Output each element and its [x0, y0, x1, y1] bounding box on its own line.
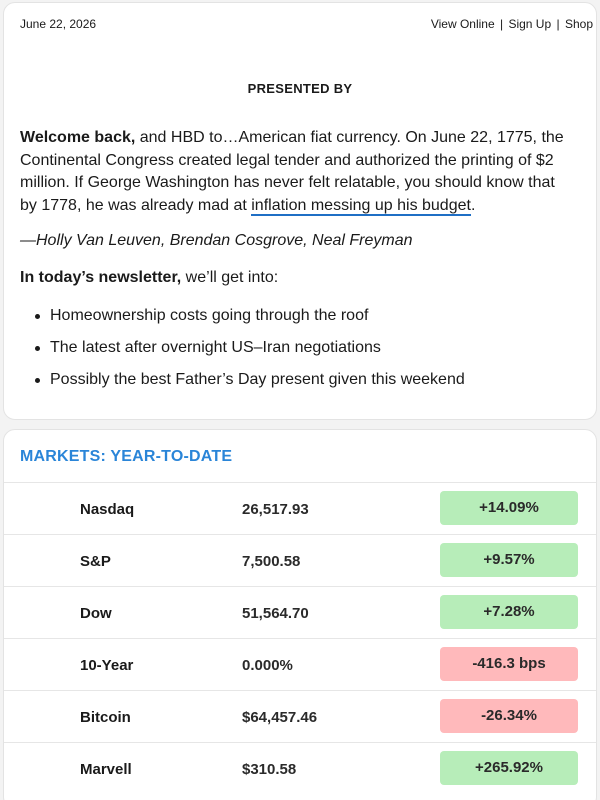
intro-text: and HBD to…American fiat currency. On Ju…	[20, 129, 564, 214]
market-value: 51,564.70	[242, 605, 309, 622]
issue-date: June 22, 2026	[20, 17, 97, 31]
intro-paragraph: Welcome back, and HBD to…American fiat c…	[20, 127, 576, 217]
header-separator: |	[499, 17, 504, 31]
header-links: View Online | Sign Up | Shop	[431, 17, 593, 31]
topics-list: Homeownership costs going through the ro…	[20, 307, 465, 403]
todays-newsletter-heading: In today’s newsletter, we’ll get into:	[20, 269, 278, 287]
sign-up-link[interactable]: Sign Up	[508, 17, 552, 31]
market-change-badge: +265.92%	[440, 751, 578, 785]
market-value: 0.000%	[242, 657, 293, 674]
header-separator: |	[556, 17, 560, 31]
market-name: Bitcoin	[80, 709, 131, 726]
market-change-badge: +9.57%	[440, 543, 578, 577]
list-item: Homeownership costs going through the ro…	[20, 307, 465, 339]
market-row-nasdaq: Nasdaq 26,517.93 +14.09%	[4, 482, 596, 534]
market-row-sp: S&P 7,500.58 +9.57%	[4, 534, 596, 586]
inflation-article-link[interactable]: inflation messing up his budget	[251, 196, 471, 216]
top-bar: June 22, 2026 View Online | Sign Up | Sh…	[20, 17, 593, 31]
market-name: Nasdaq	[80, 501, 135, 518]
market-row-dow: Dow 51,564.70 +7.28%	[4, 586, 596, 638]
market-value: $64,457.46	[242, 709, 318, 726]
todays-rest: we’ll get into:	[181, 269, 279, 286]
market-name: S&P	[80, 553, 111, 570]
market-value: 7,500.58	[242, 553, 301, 570]
markets-card: MARKETS: YEAR-TO-DATE Nasdaq 26,517.93 +…	[3, 429, 597, 800]
market-name: Marvell	[80, 761, 132, 778]
market-row-bitcoin: Bitcoin $64,457.46 -26.34%	[4, 690, 596, 742]
view-online-link[interactable]: View Online	[430, 17, 495, 31]
market-value: 26,517.93	[242, 501, 309, 518]
market-change-badge: -26.34%	[440, 699, 578, 733]
list-item: The latest after overnight US–Iran negot…	[20, 339, 465, 371]
markets-title: MARKETS: YEAR-TO-DATE	[20, 448, 233, 465]
shop-link[interactable]: Shop	[564, 17, 593, 31]
intro-bold-lead: Welcome back,	[20, 129, 136, 146]
market-change-badge: +7.28%	[440, 595, 578, 629]
intro-text-end: .	[470, 196, 476, 214]
market-row-10-year: 10-Year 0.000% -416.3 bps	[4, 638, 596, 690]
list-item: Possibly the best Father’s Day present g…	[20, 371, 465, 403]
author-byline: —Holly Van Leuven, Brendan Cosgrove, Nea…	[20, 232, 413, 249]
market-row-marvell: Marvell $310.58 +265.92%	[4, 742, 596, 794]
market-change-badge: +14.09%	[440, 491, 578, 525]
presented-by-label: PRESENTED BY	[247, 81, 353, 96]
market-name: 10-Year	[80, 657, 134, 674]
todays-bold: In today’s newsletter,	[20, 269, 182, 286]
newsletter-intro-card: June 22, 2026 View Online | Sign Up | Sh…	[3, 2, 597, 420]
market-name: Dow	[80, 605, 112, 622]
market-change-badge: -416.3 bps	[440, 647, 578, 681]
market-value: $310.58	[242, 761, 297, 778]
